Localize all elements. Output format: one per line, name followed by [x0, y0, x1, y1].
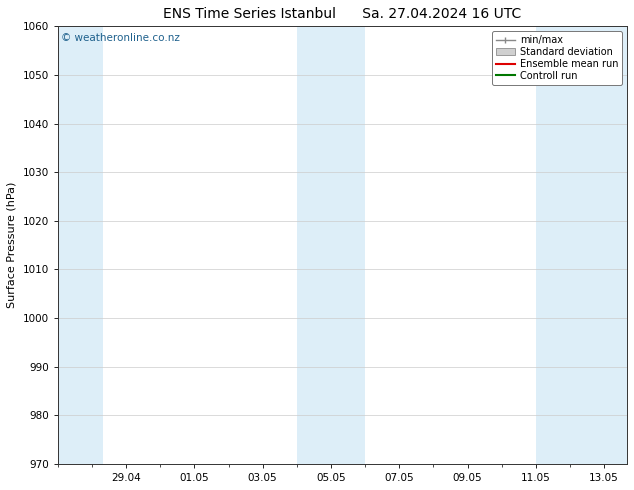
Bar [58, 26, 103, 464]
Text: © weatheronline.co.nz: © weatheronline.co.nz [61, 33, 179, 43]
Title: ENS Time Series Istanbul      Sa. 27.04.2024 16 UTC: ENS Time Series Istanbul Sa. 27.04.2024 … [164, 7, 522, 21]
Bar [297, 26, 365, 464]
Legend: min/max, Standard deviation, Ensemble mean run, Controll run: min/max, Standard deviation, Ensemble me… [491, 31, 622, 85]
Bar [536, 26, 627, 464]
Y-axis label: Surface Pressure (hPa): Surface Pressure (hPa) [7, 182, 17, 308]
